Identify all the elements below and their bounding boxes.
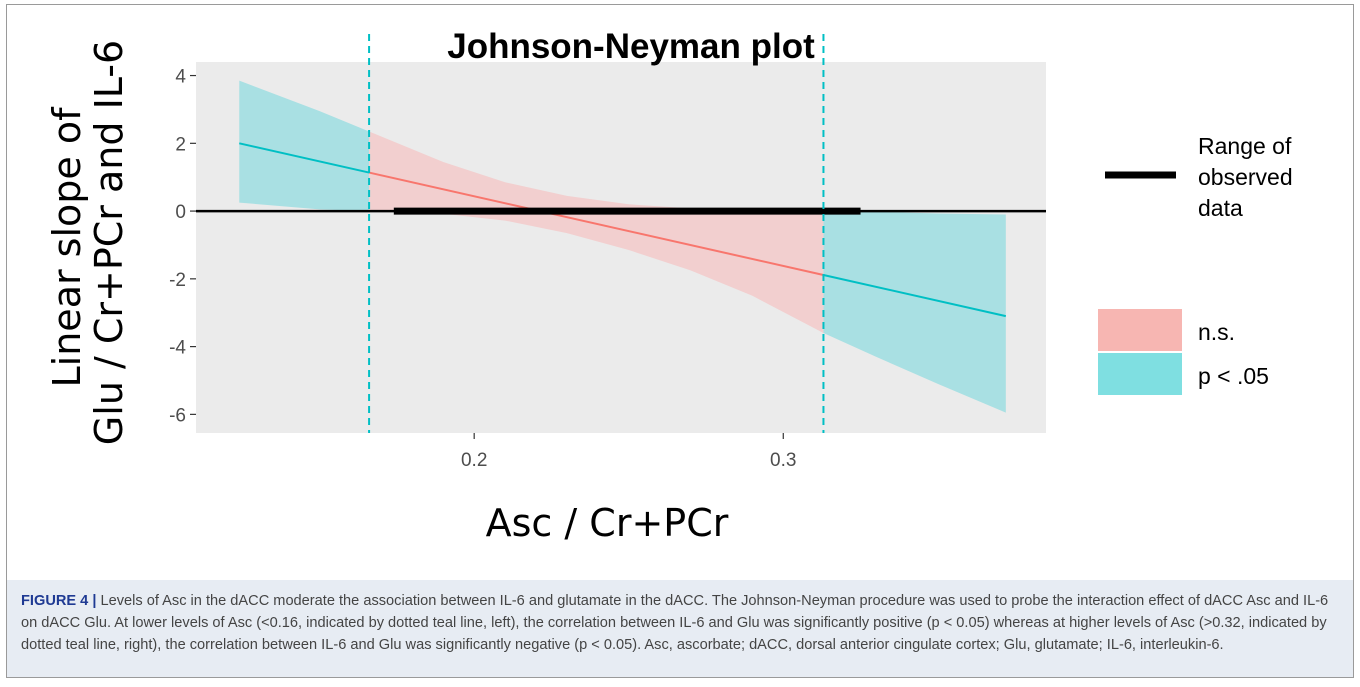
slope-line-region-0 (239, 142, 370, 174)
legend-range-label-line-2: observed (1198, 164, 1293, 190)
chart-title: Johnson-Neyman plot (447, 27, 815, 66)
caption-text: Levels of Asc in the dACC moderate the a… (21, 593, 1329, 653)
y-tick-label-4: -4 (169, 338, 186, 359)
x-tick-label-1: 0.3 (770, 450, 796, 471)
slope-line-region-1 (368, 171, 824, 276)
legend-label-ns: n.s. (1198, 319, 1235, 345)
band-region-1 (369, 131, 824, 334)
figure-caption: FIGURE 4 | Levels of Asc in the dACC mod… (7, 580, 1353, 677)
x-tick-label-0: 0.2 (461, 450, 487, 471)
x-axis-ticks: 0.2 0.3 (461, 433, 796, 471)
johnson-neyman-chart: 4 2 0 -2 -4 -6 0.2 0.3 Johnson-Neyman plot Asc… (45, 27, 1293, 545)
y-axis-title-line-2: Glu / Cr+PCr and IL-6 (87, 40, 131, 445)
slope-lines (196, 34, 1046, 433)
y-axis-title-line-1: Linear slope of (45, 106, 89, 388)
caption-label: FIGURE 4 | (21, 593, 97, 609)
legend-key-significant (1098, 353, 1182, 395)
band-region-0 (239, 80, 370, 212)
legend-range-label-line-1: Range of (1198, 133, 1292, 159)
legend-key-ns (1098, 309, 1182, 351)
y-tick-label-1: 2 (175, 134, 186, 155)
y-tick-label-0: 4 (175, 67, 186, 88)
x-axis-title: Asc / Cr+PCr (486, 501, 729, 545)
band-region-2 (823, 211, 1006, 413)
y-axis-title: Linear slope of Glu / Cr+PCr and IL-6 (45, 40, 131, 445)
y-tick-label-5: -6 (169, 405, 186, 426)
y-axis-ticks: 4 2 0 -2 -4 -6 (169, 67, 196, 426)
y-tick-label-3: -2 (169, 270, 186, 291)
slope-line-region-2 (823, 274, 1007, 318)
confidence-bands (239, 80, 1006, 413)
legend-label-significant: p < .05 (1198, 363, 1269, 389)
y-tick-label-2: 0 (175, 202, 186, 223)
legend: Range of observed data n.s. p < .05 (1098, 133, 1293, 395)
legend-range-label-line-3: data (1198, 195, 1243, 221)
